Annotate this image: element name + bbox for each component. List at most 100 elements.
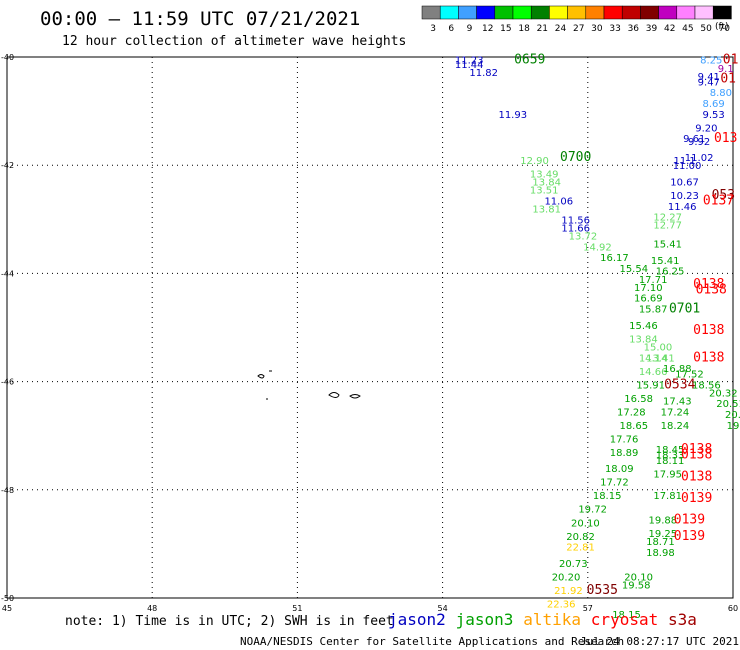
satellite-name: jason3	[456, 610, 514, 629]
legend-swatch	[476, 5, 496, 20]
pass-time-label: 0534	[664, 377, 695, 392]
swh-value: 18.15	[593, 491, 622, 502]
island-shape	[257, 374, 265, 379]
latitude-label: -50	[1, 594, 14, 603]
longitude-label: 60	[728, 604, 738, 613]
swh-value: 16.58	[624, 394, 653, 405]
legend-label: 39	[646, 24, 658, 34]
legend-swatch	[421, 5, 441, 20]
map-subtitle: 12 hour collection of altimeter wave hei…	[62, 34, 406, 49]
swh-value: 8.69	[703, 99, 725, 110]
swh-value: 22.36	[547, 599, 576, 610]
legend-swatch	[567, 5, 587, 20]
crozet-islands	[257, 370, 361, 400]
swh-value: 18.24	[661, 421, 690, 432]
pass-time-label: 0138	[693, 323, 724, 338]
pass-time-label: 0701	[669, 302, 700, 317]
latitude-label: -40	[1, 53, 14, 62]
swh-value: 17.28	[617, 407, 646, 418]
swh-value: 14.92	[583, 242, 612, 253]
legend-label: 36	[628, 24, 640, 34]
swh-value: 9.41	[698, 72, 720, 83]
swh-value: 15.41	[653, 240, 682, 251]
legend-swatch	[694, 5, 714, 20]
satellite-name: jason2	[388, 610, 446, 629]
swh-value: 18.56	[692, 380, 721, 391]
swh-value: 18.71	[646, 537, 675, 548]
swh-value: 13.84	[629, 334, 658, 345]
legend-swatch	[494, 5, 514, 20]
swh-value: 15.87	[639, 305, 668, 316]
swh-value: 17.52	[675, 369, 704, 380]
swh-value: 15.00	[644, 342, 673, 353]
swh-value: 11.44	[455, 60, 484, 71]
swh-value: 12.77	[653, 221, 682, 232]
pass-time-label: 0139	[681, 491, 712, 506]
timestamp-text: Jul 24 08:27:17 UTC 2021	[580, 635, 739, 648]
swh-value: 20.73	[559, 559, 588, 570]
swh-value: 13.49	[530, 169, 559, 180]
swh-value: 21.92	[554, 586, 583, 597]
satellite-legend: jason2 jason3 altika cryosat s3a	[388, 610, 697, 629]
legend-label: 6	[448, 24, 454, 34]
credit-text: NOAA/NESDIS Center for Satellite Applica…	[240, 635, 624, 648]
legend-swatch	[549, 5, 568, 20]
longitude-labels: 45 48 51 54 57 60	[2, 604, 738, 613]
pass-time-label: 0138	[681, 448, 712, 463]
pass-time-label: 0138	[693, 350, 724, 365]
legend-label: 3	[430, 24, 436, 34]
note-text: note: 1) Time is in UTC; 2) SWH is in fe…	[65, 614, 394, 629]
lat-lon-grid	[7, 57, 733, 598]
swh-value: 12.27	[653, 213, 682, 224]
swh-value: 20.10	[624, 572, 653, 583]
swh-value: 14.14	[639, 353, 668, 364]
legend-swatch	[676, 5, 696, 20]
swh-value: 13.51	[530, 186, 559, 197]
swh-value: 10.23	[670, 191, 699, 202]
swh-value: 16.17	[600, 253, 629, 264]
legend-label: 33	[609, 24, 620, 34]
legend-label: 30	[591, 24, 603, 34]
pass-time-label: 013	[714, 131, 737, 146]
latitude-label: -46	[1, 378, 14, 387]
swh-value: 11.02	[685, 153, 714, 164]
swh-value: 11.06	[544, 196, 573, 207]
pass-time-label: 0139	[674, 529, 705, 544]
legend-swatch	[712, 5, 732, 20]
swh-value: 20.51	[716, 399, 740, 410]
wave-height-observations: 065911.2311.4411.8211.93070012.9013.4913…	[455, 53, 740, 622]
swh-value: 15.46	[629, 321, 658, 332]
swh-value: 22.81	[566, 543, 595, 554]
swh-value: 20.32	[709, 388, 738, 399]
swh-value: 11.66	[561, 223, 590, 234]
swh-value: 11.82	[469, 68, 498, 79]
pass-time-label: 01	[723, 53, 739, 68]
swh-value: 10.67	[670, 177, 699, 188]
latitude-label: -48	[1, 486, 14, 495]
swh-value: 17.24	[661, 407, 690, 418]
swh-value: 9.61	[683, 134, 705, 145]
swh-value: 15.41	[651, 256, 680, 267]
map-frame	[6, 56, 734, 599]
swh-value: 11.93	[498, 110, 527, 121]
swh-value: 18.65	[619, 421, 648, 432]
longitude-label: 48	[147, 604, 157, 613]
swh-value: 18.33	[656, 451, 685, 462]
swh-value: 17.81	[653, 491, 682, 502]
legend-label: 9	[467, 24, 473, 34]
swh-value: 17.76	[610, 434, 639, 445]
legend-label: 70	[719, 24, 731, 34]
legend-label: 15	[500, 24, 511, 34]
swh-value: 9.92	[688, 137, 710, 148]
satellite-name: s3a	[668, 610, 697, 629]
legend-swatch	[621, 5, 641, 20]
latitude-label: -42	[1, 161, 14, 170]
swh-value: 16.25	[656, 267, 685, 278]
legend-unit: (ft)	[715, 22, 729, 32]
swh-value: 9.20	[695, 123, 717, 134]
legend-label: 45	[682, 24, 693, 34]
longitude-label: 57	[583, 604, 593, 613]
swh-value: 20.10	[571, 518, 600, 529]
satellite-name: cryosat	[591, 610, 658, 629]
